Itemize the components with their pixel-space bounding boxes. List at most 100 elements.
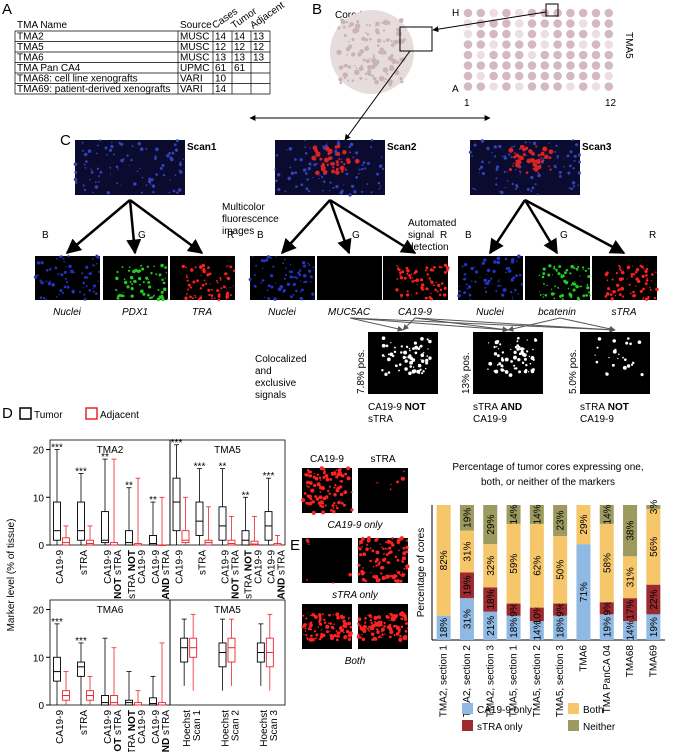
- signal: [88, 272, 92, 276]
- signal: [316, 151, 321, 156]
- core-image: [330, 10, 414, 94]
- signal: [343, 184, 345, 186]
- signal: [318, 495, 323, 500]
- value-label: 22%: [649, 589, 660, 609]
- signal: [420, 286, 424, 290]
- signal: [326, 630, 329, 634]
- signal: [589, 294, 591, 297]
- signal: [322, 145, 324, 147]
- signal: [187, 288, 190, 291]
- signal: [428, 296, 432, 300]
- signal: [396, 538, 401, 543]
- signal: [473, 143, 477, 147]
- tma-core: [502, 19, 511, 28]
- signal: [136, 269, 139, 272]
- signal: [296, 277, 299, 280]
- signal: [194, 296, 197, 299]
- signal: [531, 186, 535, 190]
- signal: [349, 625, 353, 629]
- signal: [635, 267, 640, 272]
- signal: [298, 269, 302, 272]
- signal: [82, 287, 84, 289]
- significance: ***: [51, 443, 63, 454]
- signal: [294, 171, 298, 175]
- signal: [332, 614, 334, 616]
- signal: [339, 81, 343, 85]
- signal: [403, 568, 406, 570]
- signal: [550, 288, 553, 291]
- signal: [337, 26, 341, 30]
- signal: [349, 22, 354, 27]
- signal: [526, 187, 530, 191]
- signal: [371, 74, 375, 78]
- signal: [229, 265, 233, 269]
- signal: [185, 266, 187, 269]
- signal: [515, 367, 518, 370]
- signal: [173, 143, 177, 147]
- tma-core: [578, 50, 588, 60]
- signal: [343, 33, 347, 37]
- signal: [254, 274, 256, 277]
- signal: [548, 165, 550, 168]
- table-cell: MUSC: [180, 32, 209, 43]
- signal: [496, 354, 500, 358]
- signal: [369, 57, 372, 60]
- signal: [320, 620, 322, 622]
- tma-core: [553, 50, 562, 60]
- bar-segment: [646, 509, 661, 585]
- signal: [115, 165, 119, 169]
- signal: [397, 268, 401, 272]
- signal: [224, 272, 228, 276]
- tma-core: [578, 61, 588, 70]
- signal: [458, 290, 461, 293]
- signal: [336, 49, 342, 55]
- signal: [284, 258, 286, 261]
- tma-core: [553, 40, 562, 49]
- signal: [515, 260, 518, 263]
- bar-segment: [553, 536, 568, 604]
- signal: [436, 290, 439, 293]
- signal: [375, 21, 380, 27]
- signal: [339, 470, 341, 472]
- signal: [138, 269, 142, 273]
- box: [195, 501, 204, 536]
- box: [110, 695, 118, 706]
- signal: [300, 183, 304, 187]
- signal: [147, 280, 151, 284]
- signal: [358, 547, 362, 551]
- signal: [478, 168, 481, 171]
- signal: [626, 278, 628, 280]
- signal: [365, 24, 368, 27]
- signal: [518, 370, 521, 374]
- row-label: Both: [345, 656, 366, 667]
- bar-segment: [529, 505, 544, 524]
- signal: [94, 185, 99, 189]
- signal: [200, 295, 202, 297]
- signal: [275, 154, 279, 157]
- arrow: [329, 198, 417, 255]
- signal: [395, 27, 400, 32]
- signal: [384, 541, 387, 544]
- signal: [632, 361, 635, 365]
- channel-label: bcatenin: [538, 307, 576, 318]
- bar-segment: [553, 603, 568, 616]
- signal: [307, 495, 310, 498]
- signal: [213, 297, 216, 299]
- scan-label: Scan3: [582, 142, 612, 153]
- signal: [387, 55, 394, 61]
- plot-title: TMA5: [214, 605, 241, 616]
- signal: [358, 173, 360, 175]
- signal: [374, 560, 378, 563]
- signal: [390, 483, 392, 485]
- signal: [92, 264, 95, 267]
- signal: [484, 283, 486, 285]
- bar-segment: [483, 611, 498, 640]
- signal: [622, 365, 627, 370]
- signal: [405, 266, 409, 270]
- signal: [83, 188, 87, 192]
- legend-key: [462, 720, 473, 731]
- significance: **: [242, 490, 250, 501]
- signal: [510, 156, 513, 159]
- signal: [401, 559, 404, 562]
- signal: [402, 551, 407, 556]
